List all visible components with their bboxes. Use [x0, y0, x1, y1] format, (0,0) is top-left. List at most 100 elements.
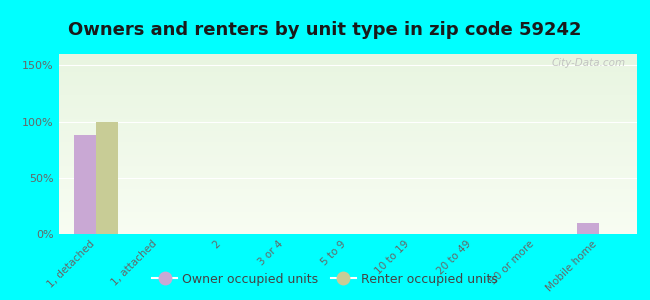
Bar: [58, 169, 637, 171]
Bar: [58, 160, 637, 162]
Bar: [58, 148, 637, 149]
Bar: [58, 133, 637, 135]
Bar: [58, 229, 637, 230]
Bar: [58, 119, 637, 121]
Bar: [58, 196, 637, 198]
Bar: [58, 99, 637, 101]
Bar: [58, 130, 637, 131]
Bar: [58, 58, 637, 59]
Bar: [58, 212, 637, 214]
Bar: [58, 135, 637, 137]
Bar: [58, 61, 637, 63]
Bar: [58, 218, 637, 220]
Bar: [58, 124, 637, 126]
Bar: [58, 140, 637, 142]
Bar: [58, 86, 637, 88]
Bar: [58, 149, 637, 151]
Bar: [58, 220, 637, 221]
Bar: [58, 67, 637, 68]
Bar: [58, 155, 637, 157]
Bar: [74, 135, 96, 234]
Bar: [58, 112, 637, 113]
Bar: [58, 79, 637, 81]
Bar: [58, 230, 637, 232]
Bar: [58, 162, 637, 164]
Bar: [58, 189, 637, 191]
Bar: [58, 166, 637, 167]
Bar: [58, 207, 637, 209]
Bar: [58, 184, 637, 185]
Bar: [58, 65, 637, 67]
Bar: [58, 211, 637, 212]
Bar: [58, 122, 637, 124]
Bar: [58, 56, 637, 58]
Bar: [58, 227, 637, 229]
Bar: [58, 216, 637, 218]
Bar: [58, 117, 637, 119]
Bar: [58, 185, 637, 187]
Bar: [58, 205, 637, 207]
Bar: [58, 191, 637, 193]
Bar: [58, 77, 637, 79]
Bar: [58, 221, 637, 223]
Bar: [58, 194, 637, 196]
Bar: [58, 198, 637, 200]
Bar: [58, 137, 637, 139]
Bar: [58, 108, 637, 110]
Bar: [58, 153, 637, 155]
Bar: [58, 74, 637, 76]
Bar: [58, 176, 637, 178]
Bar: [58, 180, 637, 182]
Bar: [58, 115, 637, 117]
Bar: [58, 144, 637, 146]
Bar: [58, 76, 637, 77]
Bar: [58, 104, 637, 106]
Bar: [58, 97, 637, 99]
Bar: [58, 225, 637, 227]
Text: City-Data.com: City-Data.com: [551, 58, 625, 68]
Bar: [58, 139, 637, 140]
Bar: [58, 175, 637, 176]
Bar: [58, 106, 637, 108]
Bar: [58, 182, 637, 184]
Bar: [58, 158, 637, 160]
Bar: [58, 128, 637, 130]
Bar: [58, 232, 637, 234]
Bar: [58, 90, 637, 92]
Bar: [58, 167, 637, 169]
Bar: [58, 164, 637, 166]
Bar: [58, 68, 637, 70]
Bar: [58, 131, 637, 133]
Bar: [58, 203, 637, 205]
Bar: [58, 223, 637, 225]
Bar: [58, 81, 637, 83]
Bar: [58, 200, 637, 202]
Bar: [58, 101, 637, 103]
Bar: [58, 151, 637, 153]
Text: Owners and renters by unit type in zip code 59242: Owners and renters by unit type in zip c…: [68, 21, 582, 39]
Bar: [577, 223, 599, 234]
Bar: [58, 126, 637, 128]
Bar: [58, 85, 637, 86]
Legend: Owner occupied units, Renter occupied units: Owner occupied units, Renter occupied un…: [148, 268, 502, 291]
Bar: [58, 146, 637, 148]
Bar: [58, 72, 637, 74]
Bar: [58, 178, 637, 180]
Bar: [58, 54, 637, 56]
Bar: [58, 92, 637, 94]
Bar: [58, 214, 637, 216]
Bar: [58, 202, 637, 203]
Bar: [58, 63, 637, 65]
Bar: [58, 171, 637, 173]
Bar: [96, 122, 118, 234]
Bar: [58, 121, 637, 122]
Bar: [58, 88, 637, 90]
Bar: [58, 173, 637, 175]
Bar: [58, 94, 637, 95]
Bar: [58, 110, 637, 112]
Bar: [58, 187, 637, 189]
Bar: [58, 157, 637, 158]
Bar: [58, 193, 637, 194]
Bar: [58, 142, 637, 144]
Bar: [58, 113, 637, 115]
